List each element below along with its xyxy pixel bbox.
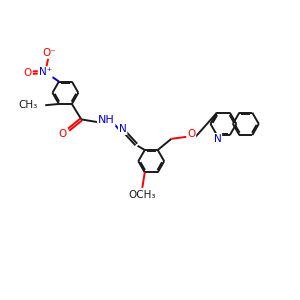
Text: O: O <box>24 68 32 78</box>
Text: O: O <box>187 129 195 139</box>
Text: N: N <box>214 134 221 144</box>
Text: N: N <box>119 124 127 134</box>
Text: OCH₃: OCH₃ <box>128 190 156 200</box>
Text: O⁻: O⁻ <box>43 48 56 58</box>
Text: N⁺: N⁺ <box>39 67 52 77</box>
Text: CH₃: CH₃ <box>18 100 37 110</box>
Text: O: O <box>59 129 67 139</box>
Text: NH: NH <box>98 116 115 125</box>
